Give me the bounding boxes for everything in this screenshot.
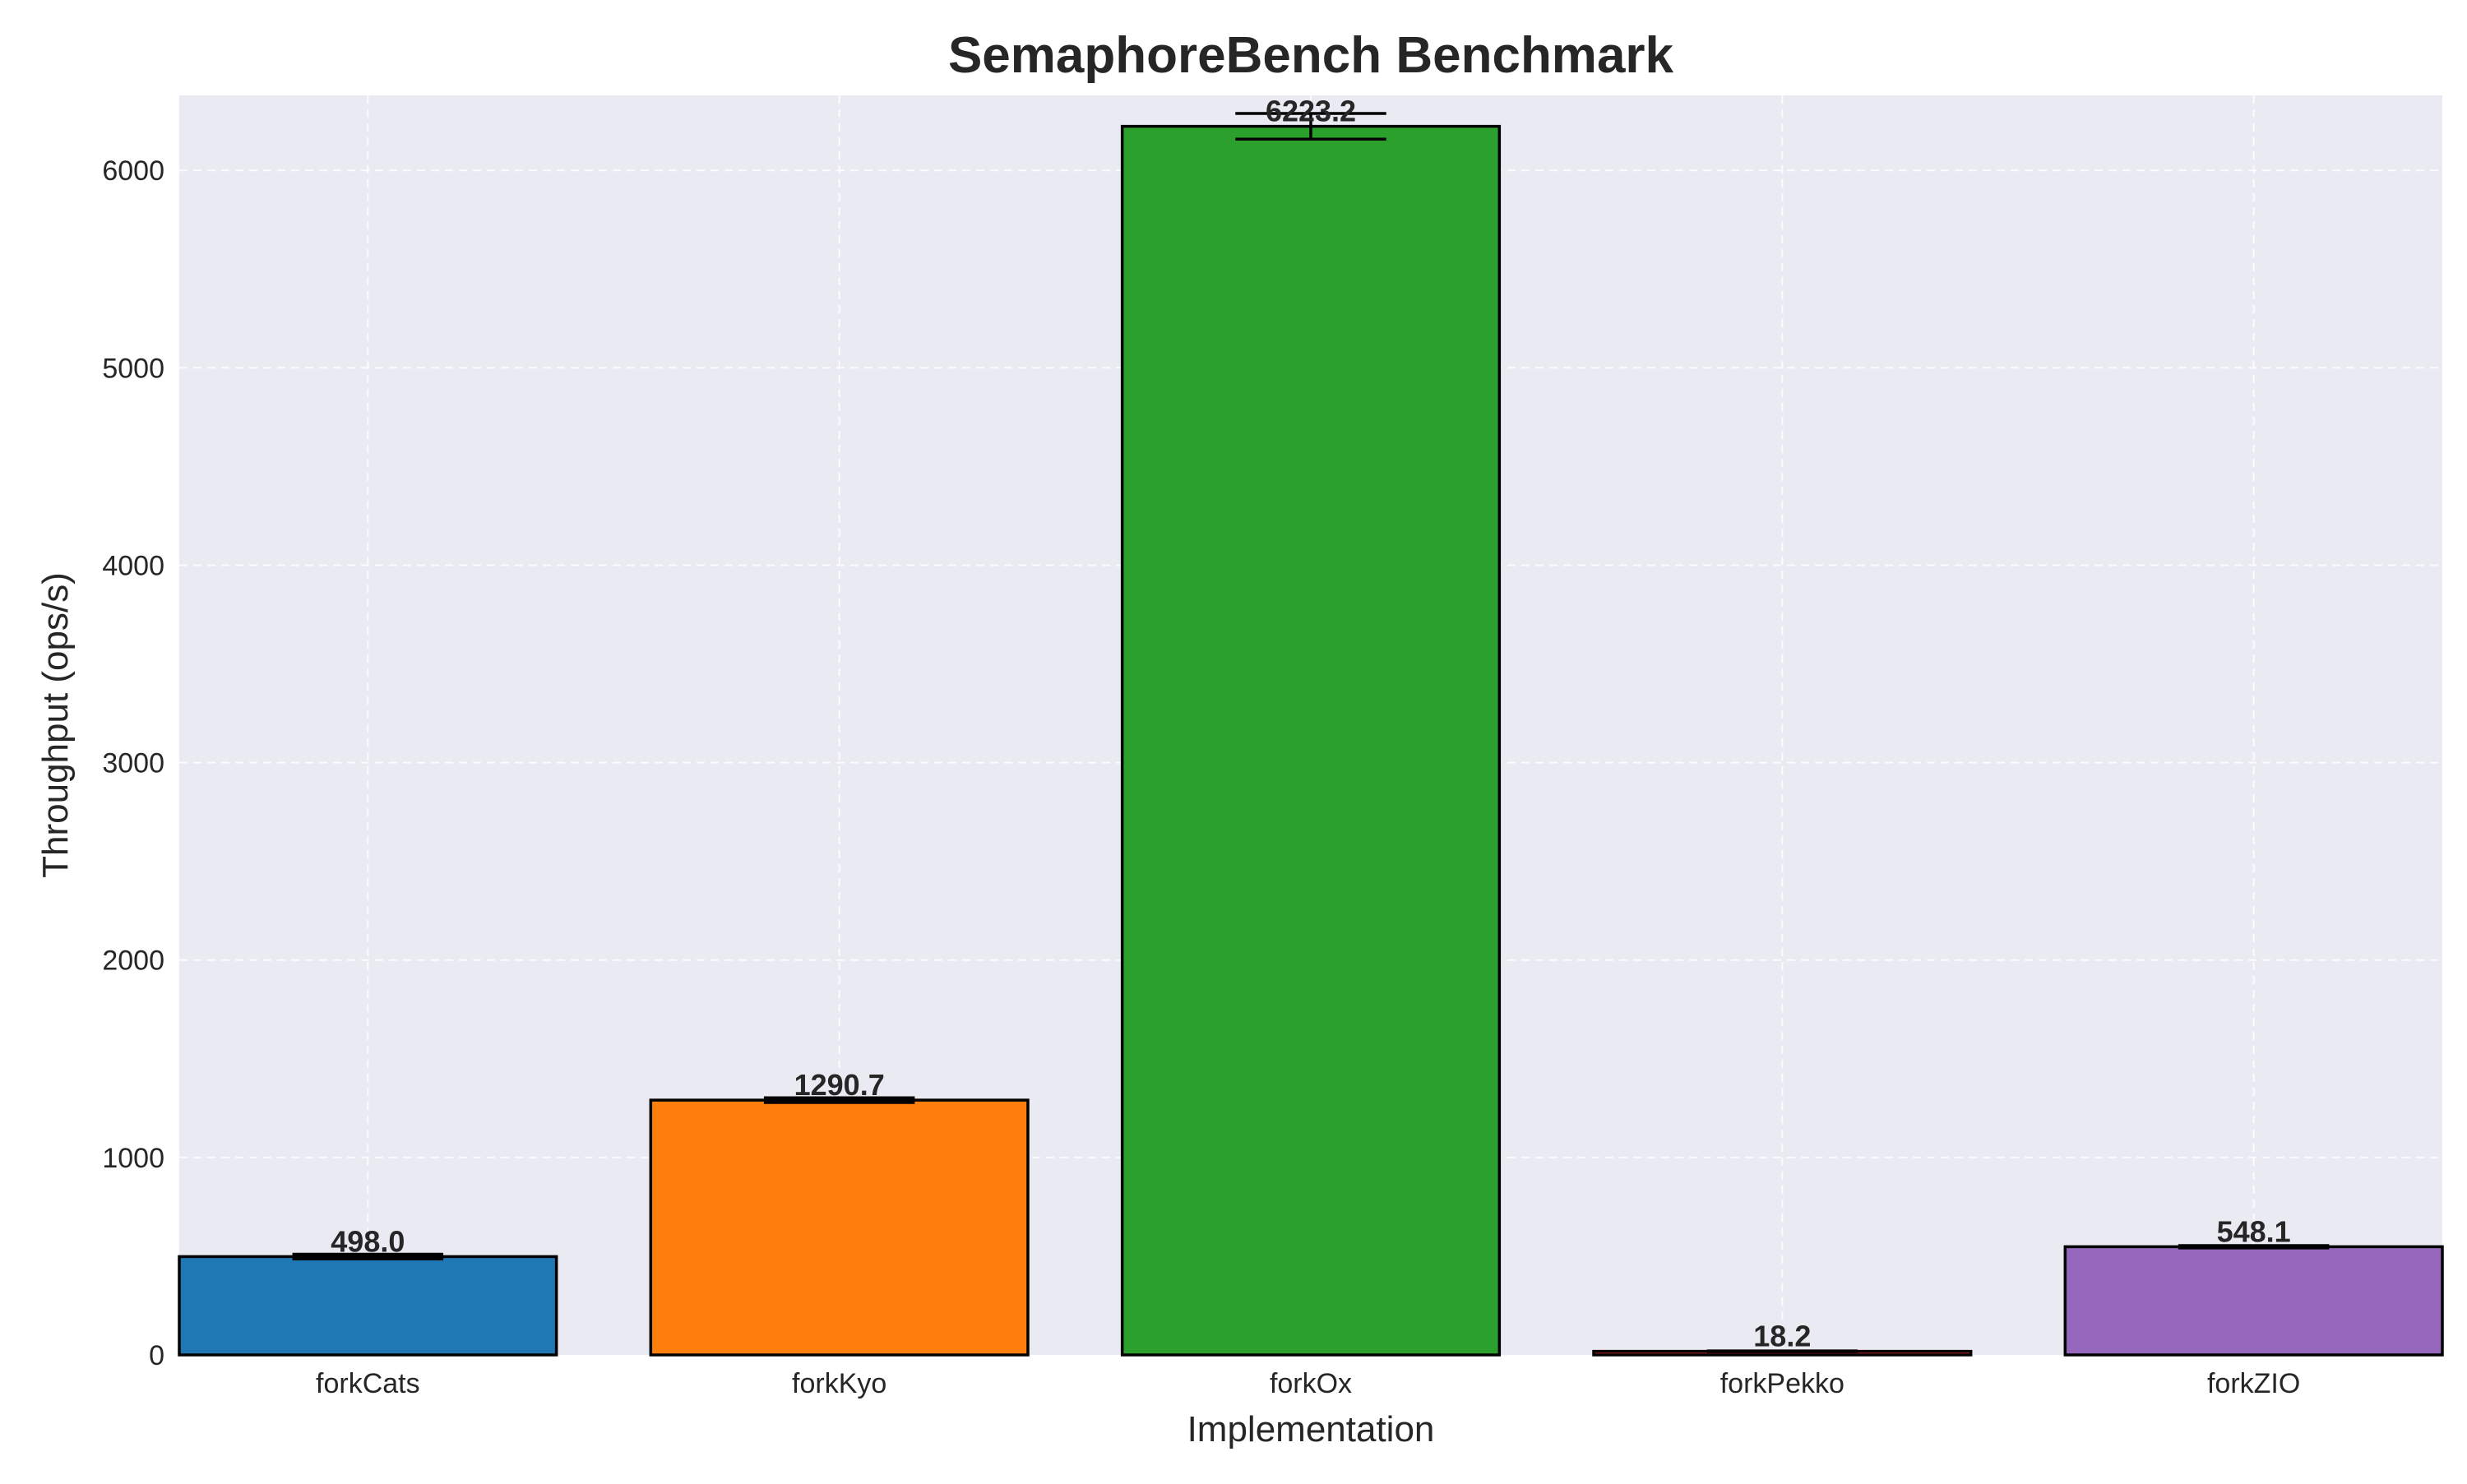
x-tick-label-forkKyo: forkKyo <box>792 1368 886 1399</box>
x-axis-ticks: forkCats forkKyo forkOx forkPekko forkZIO <box>316 1368 2300 1399</box>
bar-value-label-forkKyo: 1290.7 <box>794 1068 885 1102</box>
bar-value-label-forkCats: 498.0 <box>331 1224 405 1258</box>
chart-title: SemaphoreBench Benchmark <box>948 27 1674 84</box>
error-bar-forkZIO <box>2178 1244 2330 1250</box>
bar-value-label-forkOx: 6223.2 <box>1266 95 1356 128</box>
x-tick-label-forkZIO: forkZIO <box>2207 1368 2300 1399</box>
error-bars <box>292 112 2330 1353</box>
y-tick-label: 1000 <box>102 1143 164 1174</box>
x-axis-title: Implementation <box>1187 1409 1435 1449</box>
y-axis-title: Throughput (ops/s) <box>35 572 76 878</box>
y-tick-label: 3000 <box>102 748 164 779</box>
x-tick-label-forkPekko: forkPekko <box>1720 1368 1844 1399</box>
bar-forkCats <box>178 1255 558 1357</box>
bars <box>178 124 2444 1357</box>
bar-forkZIO <box>2063 1245 2444 1357</box>
y-tick-label: 6000 <box>102 155 164 187</box>
bar-value-labels: 498.0 1290.7 6223.2 18.2 548.1 <box>331 95 2290 1353</box>
error-bar-forkPekko <box>1706 1349 1858 1353</box>
error-bar-forkKyo <box>763 1096 915 1104</box>
y-tick-label: 0 <box>149 1340 164 1371</box>
y-tick-label: 5000 <box>102 353 164 384</box>
error-bar-forkOx <box>1235 112 1386 141</box>
bar-forkOx <box>1120 124 1502 1357</box>
bar-forkKyo <box>649 1098 1030 1357</box>
x-tick-label-forkOx: forkOx <box>1270 1368 1352 1399</box>
y-tick-label: 2000 <box>102 945 164 977</box>
bar-value-label-forkPekko: 18.2 <box>1753 1320 1811 1353</box>
bar-value-label-forkZIO: 548.1 <box>2217 1214 2291 1248</box>
y-tick-label: 4000 <box>102 550 164 581</box>
y-axis-ticks: 0 1000 2000 3000 4000 5000 6000 <box>102 155 164 1371</box>
x-tick-label-forkCats: forkCats <box>316 1368 420 1399</box>
error-bar-forkCats <box>292 1252 444 1261</box>
